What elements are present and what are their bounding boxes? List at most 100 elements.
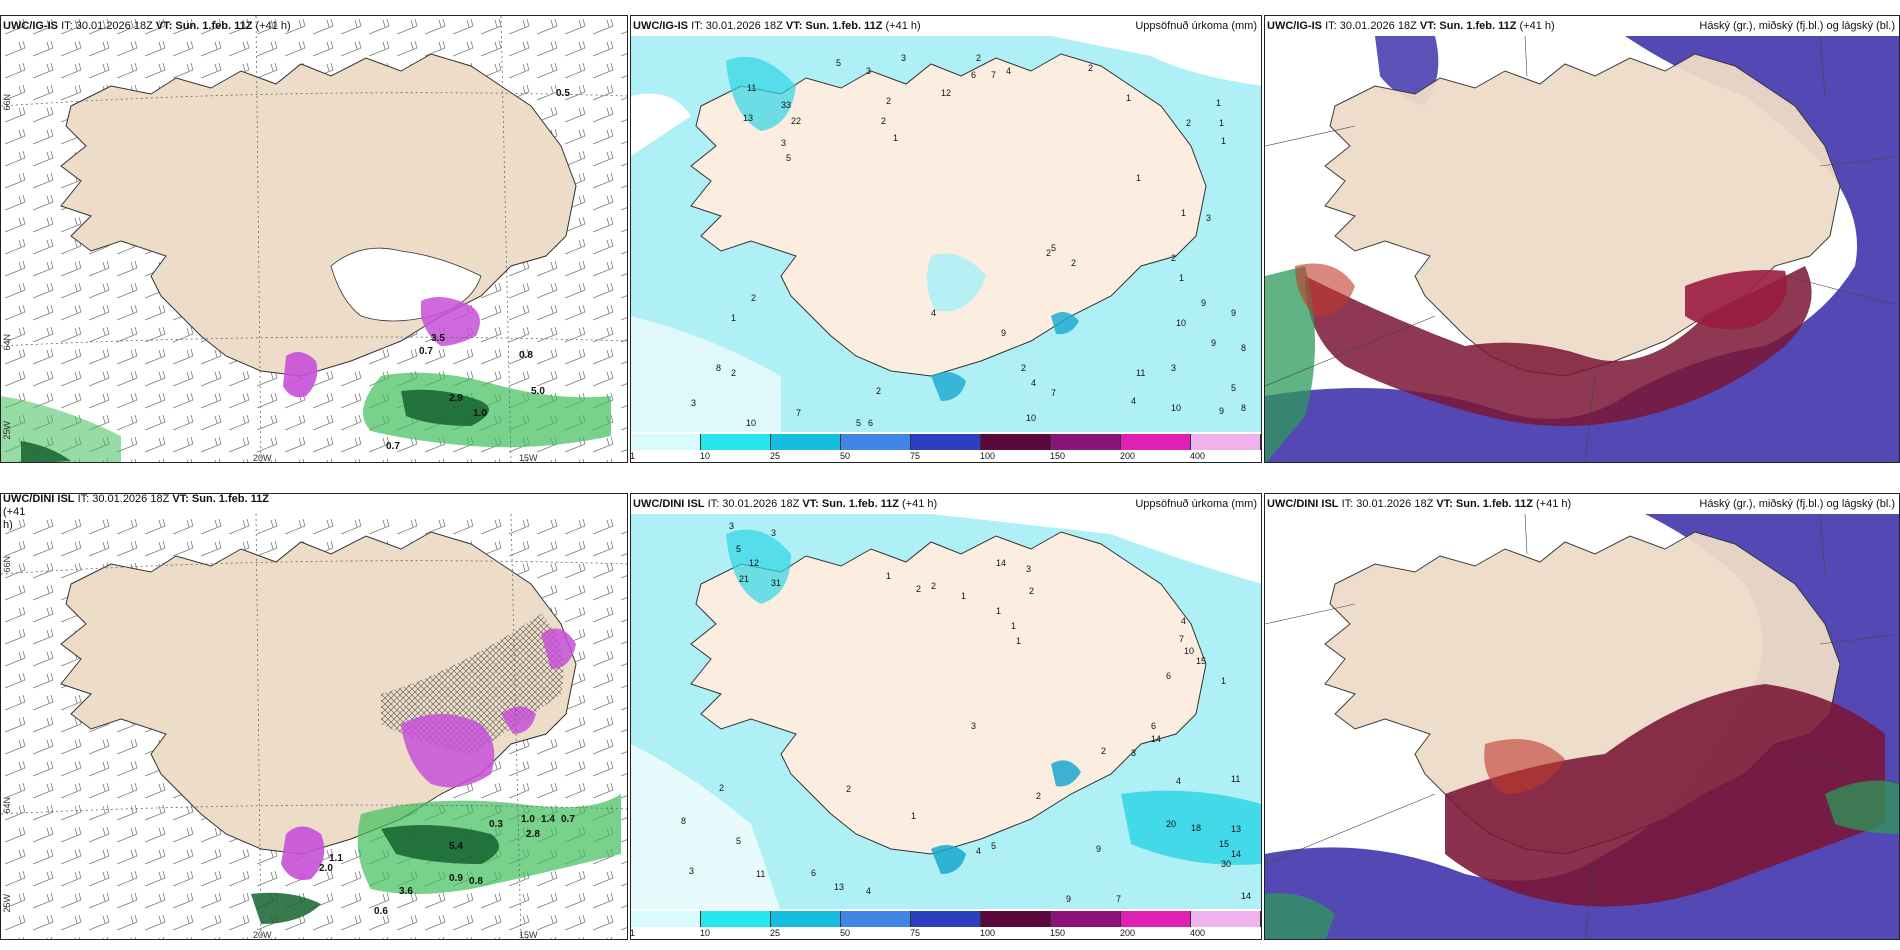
precip-numbers: 3 3 5 12 21 31 1 2 2 1 14 1 3 2 1 1 4 7 …	[681, 521, 1251, 904]
svg-text:1: 1	[1216, 98, 1221, 108]
svg-text:1: 1	[1221, 136, 1226, 146]
svg-text:3: 3	[901, 53, 906, 63]
svg-text:2: 2	[846, 784, 851, 794]
cloud-mid-band	[1445, 684, 1885, 907]
colorbar-segment	[841, 911, 911, 927]
precip-westfjords	[726, 529, 791, 604]
svg-text:3: 3	[689, 866, 694, 876]
svg-text:3: 3	[866, 66, 871, 76]
svg-text:10: 10	[1171, 403, 1181, 413]
panel-right-title: Háský (gr.), miðský (fj.bl.) og lágský (…	[1699, 498, 1895, 510]
colorbar-tick-label: 75	[910, 928, 921, 938]
graticule	[1, 16, 627, 462]
colorbar-segment	[1191, 434, 1261, 450]
svg-text:1: 1	[893, 133, 898, 143]
panel-right-title: Uppsöfnuð úrkoma (mm)	[1135, 20, 1257, 32]
svg-text:5: 5	[856, 418, 861, 428]
precip-map-top-canvas: 5 3 3 2 6 7 4 11 13 33 22 2 2 1 12 3 5 2…	[631, 36, 1261, 434]
precip-east-blob	[1051, 312, 1079, 335]
cloud-low-se	[1825, 780, 1899, 834]
svg-text:22: 22	[791, 116, 801, 126]
wind-value-labels: 1.1 2.0 5.4 0.9 0.8 3.6 0.6 1.0 1.4 0.7 …	[319, 814, 575, 917]
svg-text:2.0: 2.0	[319, 863, 333, 874]
svg-text:1.4: 1.4	[541, 814, 555, 825]
svg-text:14: 14	[1231, 849, 1241, 859]
svg-text:3: 3	[691, 398, 696, 408]
panel-right-title: Háský (gr.), miðský (fj.bl.) og lágský (…	[1699, 20, 1895, 32]
svg-text:1: 1	[1181, 208, 1186, 218]
cloud-red-w	[1295, 263, 1355, 316]
svg-text:6: 6	[971, 70, 976, 80]
colorbar-tick-label: 50	[840, 451, 851, 461]
svg-text:4: 4	[866, 886, 871, 896]
snow-purple-coast	[541, 628, 576, 669]
cloud-mid-band	[1305, 266, 1812, 426]
svg-text:9: 9	[1066, 894, 1071, 904]
svg-text:30: 30	[1221, 859, 1231, 869]
colorbar-tick-label: 50	[840, 928, 851, 938]
green-precip-dark	[401, 389, 489, 426]
colorbar-segment	[1191, 911, 1261, 927]
precip-map-bottom-canvas: 3 3 5 12 21 31 1 2 2 1 14 1 3 2 1 1 4 7 …	[631, 514, 1261, 911]
svg-text:4: 4	[1131, 396, 1136, 406]
svg-text:5.0: 5.0	[531, 386, 545, 397]
colorbar-tick-label: 100	[980, 451, 996, 461]
precip-east-blob	[1051, 760, 1081, 787]
svg-text:0.8: 0.8	[469, 876, 483, 887]
svg-text:3: 3	[771, 528, 776, 538]
graticule	[1, 513, 627, 939]
panel-title: UWC/IG-IS IT: 30.01.2026 18Z VT: Sun. 1.…	[3, 20, 291, 32]
colorbar-segment	[981, 434, 1051, 450]
svg-text:20: 20	[1166, 819, 1176, 829]
cloud-low-w	[1265, 266, 1315, 462]
lat-label-64: 64N	[2, 334, 12, 351]
svg-text:3: 3	[1206, 213, 1211, 223]
svg-text:7: 7	[796, 408, 801, 418]
svg-text:5: 5	[1051, 243, 1056, 253]
svg-text:1.0: 1.0	[521, 814, 535, 825]
svg-text:2: 2	[931, 581, 936, 591]
svg-text:6: 6	[1166, 671, 1171, 681]
svg-text:13: 13	[834, 882, 844, 892]
svg-text:5: 5	[786, 153, 791, 163]
svg-text:10: 10	[1184, 646, 1194, 656]
colorbar-segment	[981, 911, 1051, 927]
svg-text:4: 4	[1181, 616, 1186, 626]
precip-south-blob	[931, 845, 966, 874]
svg-text:1: 1	[1219, 118, 1224, 128]
colorbar-tick-label: 25	[770, 928, 781, 938]
cloud-map-bottom: UWC/DINI ISL IT: 30.01.2026 18Z VT: Sun.…	[1264, 493, 1900, 940]
svg-text:1: 1	[1011, 621, 1016, 631]
svg-text:2: 2	[976, 53, 981, 63]
svg-text:1: 1	[1136, 173, 1141, 183]
svg-text:10: 10	[1176, 318, 1186, 328]
cloud-mid-e	[1685, 270, 1787, 330]
lon-label-20: 20W	[253, 930, 272, 940]
svg-text:15: 15	[1219, 839, 1229, 849]
wind-map-bottom-canvas: 1.1 2.0 5.4 0.9 0.8 3.6 0.6 1.0 1.4 0.7 …	[1, 513, 627, 939]
svg-text:2: 2	[1021, 363, 1026, 373]
cloud-high-nw	[1375, 36, 1439, 106]
colorbar-segment	[771, 434, 841, 450]
precip-colorbar: 1 10 25 50 75 100 150 200 400	[631, 909, 1261, 939]
panel-title: UWC/DINI ISL IT: 30.01.2026 18Z VT: Sun.…	[633, 498, 938, 510]
svg-text:2: 2	[1071, 258, 1076, 268]
svg-text:4: 4	[1176, 776, 1181, 786]
svg-text:9: 9	[1231, 308, 1236, 318]
precip-map-top: UWC/IG-IS IT: 30.01.2026 18Z VT: Sun. 1.…	[630, 15, 1262, 463]
precip-inland	[927, 253, 986, 312]
svg-text:0.7: 0.7	[386, 441, 400, 452]
svg-text:7: 7	[991, 70, 996, 80]
precip-colorbar: 1 10 25 50 75 100 150 200 400	[631, 432, 1261, 462]
colorbar-segment	[841, 434, 911, 450]
svg-text:5.4: 5.4	[449, 841, 463, 852]
svg-text:2: 2	[719, 783, 724, 793]
lon-label-25: 25W	[2, 421, 12, 440]
colorbar-tick-label: 75	[910, 451, 921, 461]
cloud-map-top: UWC/IG-IS IT: 30.01.2026 18Z VT: Sun. 1.…	[1264, 15, 1900, 463]
colorbar-tick-label: 400	[1190, 928, 1206, 938]
svg-text:9: 9	[1219, 406, 1224, 416]
svg-text:1.1: 1.1	[329, 853, 343, 864]
svg-text:2.8: 2.8	[526, 829, 540, 840]
lat-label-64: 64N	[2, 797, 12, 814]
